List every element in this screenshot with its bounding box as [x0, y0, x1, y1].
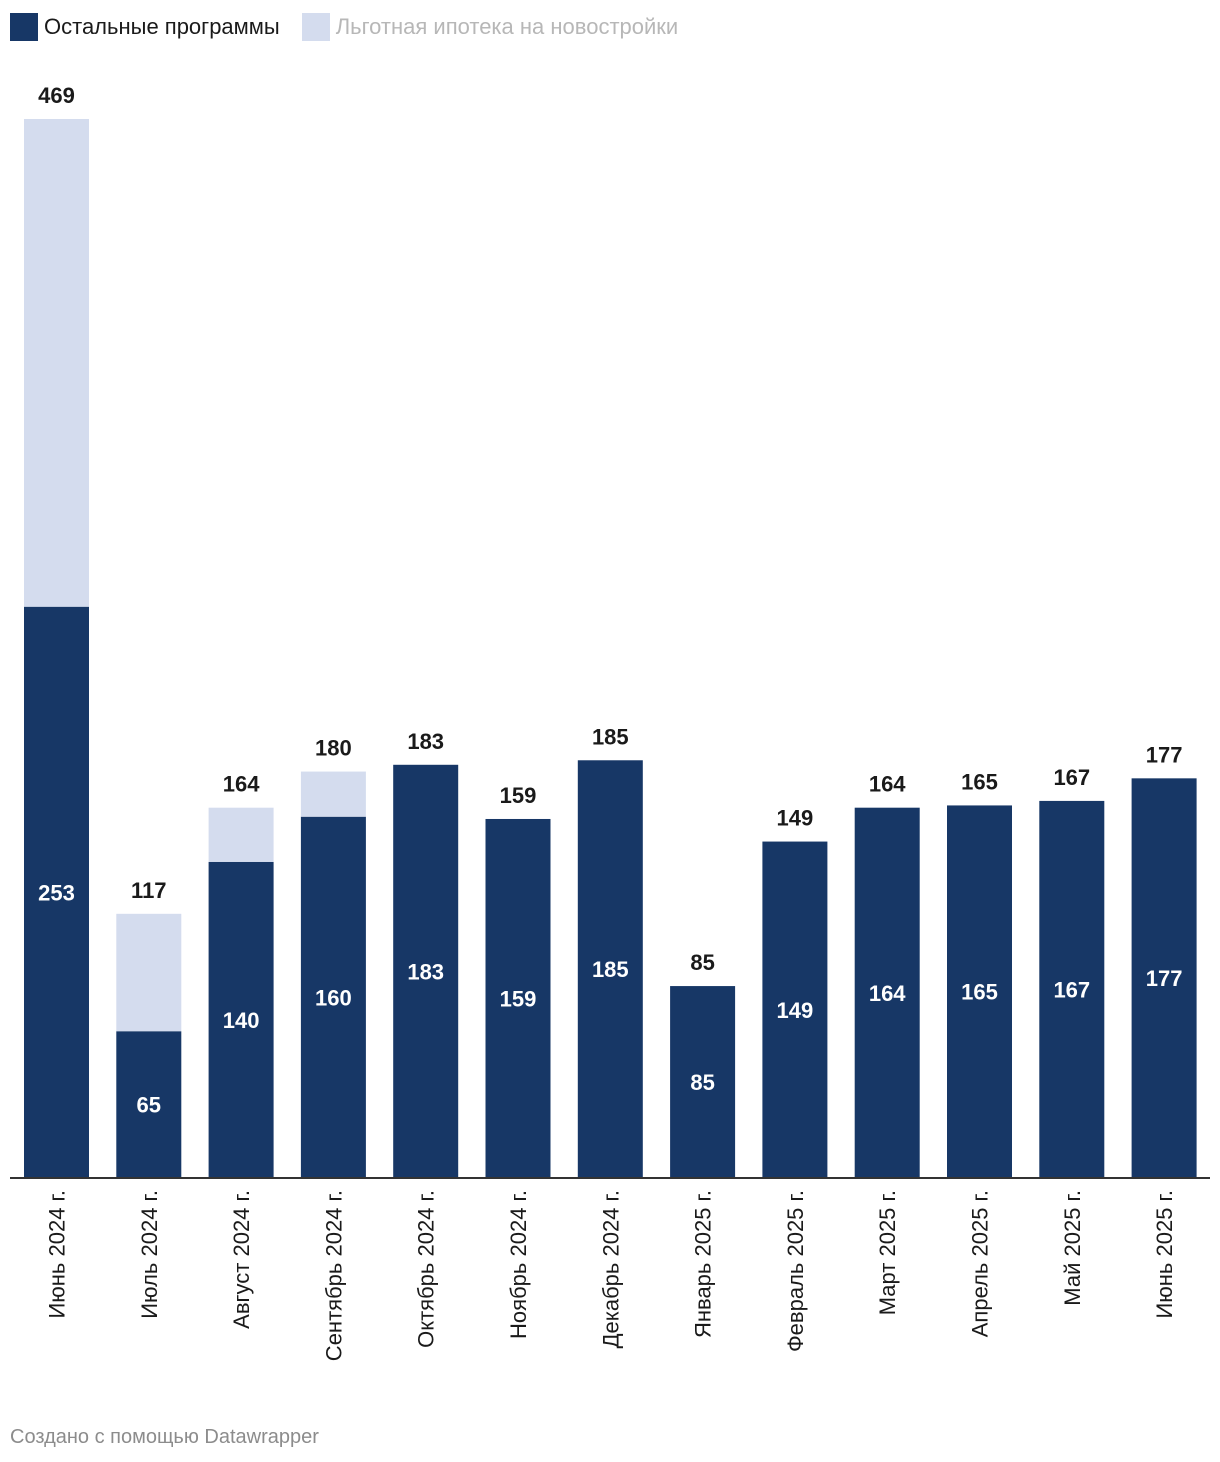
bar-other-9	[854, 807, 920, 1178]
bar-other-0	[24, 606, 89, 1178]
legend-label-preferential-mortgage: Льготная ипотека на новостройки	[335, 14, 679, 39]
x-tick-label-10: Апрель 2025 г.	[968, 1190, 993, 1337]
bar-total-label-0: 469	[38, 83, 75, 108]
bar-total-label-1: 117	[131, 878, 167, 903]
bar-other-7	[670, 986, 736, 1178]
x-tick-label-4: Октябрь 2024 г.	[414, 1190, 439, 1348]
bar-value-label-6: 185	[592, 957, 629, 982]
legend-item-preferential-mortgage[interactable]: Льготная ипотека на новостройки	[301, 13, 679, 41]
bar-total-label-10: 165	[961, 769, 998, 794]
bar-other-4	[393, 764, 459, 1178]
x-tick-label-8: Февраль 2025 г.	[783, 1190, 808, 1352]
bar-chart: 253 469 Июнь 2024 г. 65 117 Июль 2024 г. 140 16…	[10, 83, 1210, 1361]
bar-other-10	[947, 805, 1012, 1178]
x-tick-label-1: Июль 2024 г.	[137, 1190, 162, 1319]
bar-value-label-11: 167	[1053, 977, 1090, 1002]
bar-other-11	[1039, 800, 1105, 1178]
x-tick-label-9: Март 2025 г.	[875, 1190, 900, 1315]
bar-value-label-5: 159	[500, 986, 537, 1011]
bar-total-label-12: 177	[1146, 742, 1183, 767]
x-tick-label-12: Июнь 2025 г.	[1152, 1190, 1177, 1319]
bar-preferential-0	[24, 119, 89, 607]
x-tick-label-11: Май 2025 г.	[1060, 1190, 1085, 1306]
bar-total-label-5: 159	[500, 783, 537, 808]
legend-swatch-light	[301, 13, 330, 41]
x-tick-label-7: Январь 2025 г.	[691, 1190, 716, 1338]
bar-total-label-6: 185	[592, 724, 629, 749]
bar-preferential-2	[208, 807, 274, 862]
bar-other-6	[577, 760, 643, 1178]
bar-value-label-2: 140	[223, 1008, 260, 1033]
x-tick-label-0: Июнь 2024 г.	[45, 1190, 70, 1319]
bar-other-12	[1131, 778, 1197, 1178]
bar-value-label-4: 183	[407, 959, 444, 984]
bar-other-8	[762, 841, 828, 1178]
x-tick-label-6: Декабрь 2024 г.	[598, 1190, 623, 1348]
bar-total-label-8: 149	[777, 806, 814, 831]
bar-value-label-0: 253	[38, 880, 75, 905]
footer-credit: Создано с помощью Datawrapper	[10, 1426, 319, 1448]
bar-total-label-11: 167	[1053, 765, 1090, 790]
bar-total-label-7: 85	[690, 950, 714, 975]
legend: Остальные программы Льготная ипотека на …	[10, 13, 678, 41]
bar-preferential-1	[116, 913, 182, 1032]
legend-label-other-programs: Остальные программы	[44, 14, 280, 39]
bar-other-2	[208, 861, 274, 1178]
bar-preferential-3	[300, 771, 366, 817]
bar-total-label-2: 164	[223, 772, 260, 797]
bar-other-1	[116, 1031, 182, 1178]
bar-total-label-4: 183	[407, 729, 444, 754]
bar-value-label-12: 177	[1146, 966, 1183, 991]
bar-value-label-9: 164	[869, 981, 906, 1006]
bar-other-5	[485, 818, 551, 1178]
bar-value-label-7: 85	[690, 1070, 714, 1095]
x-tick-label-2: Август 2024 г.	[229, 1190, 254, 1329]
bar-value-label-1: 65	[137, 1093, 161, 1118]
bar-total-label-3: 180	[315, 736, 352, 761]
x-tick-label-3: Сентябрь 2024 г.	[321, 1190, 346, 1361]
x-tick-label-5: Ноябрь 2024 г.	[506, 1190, 531, 1339]
legend-item-other-programs[interactable]: Остальные программы	[10, 13, 280, 41]
bar-value-label-8: 149	[777, 998, 814, 1023]
bar-value-label-10: 165	[961, 980, 998, 1005]
bar-other-3	[300, 816, 366, 1178]
legend-swatch-dark	[10, 13, 38, 41]
bar-value-label-3: 160	[315, 985, 352, 1010]
bar-total-label-9: 164	[869, 772, 906, 797]
